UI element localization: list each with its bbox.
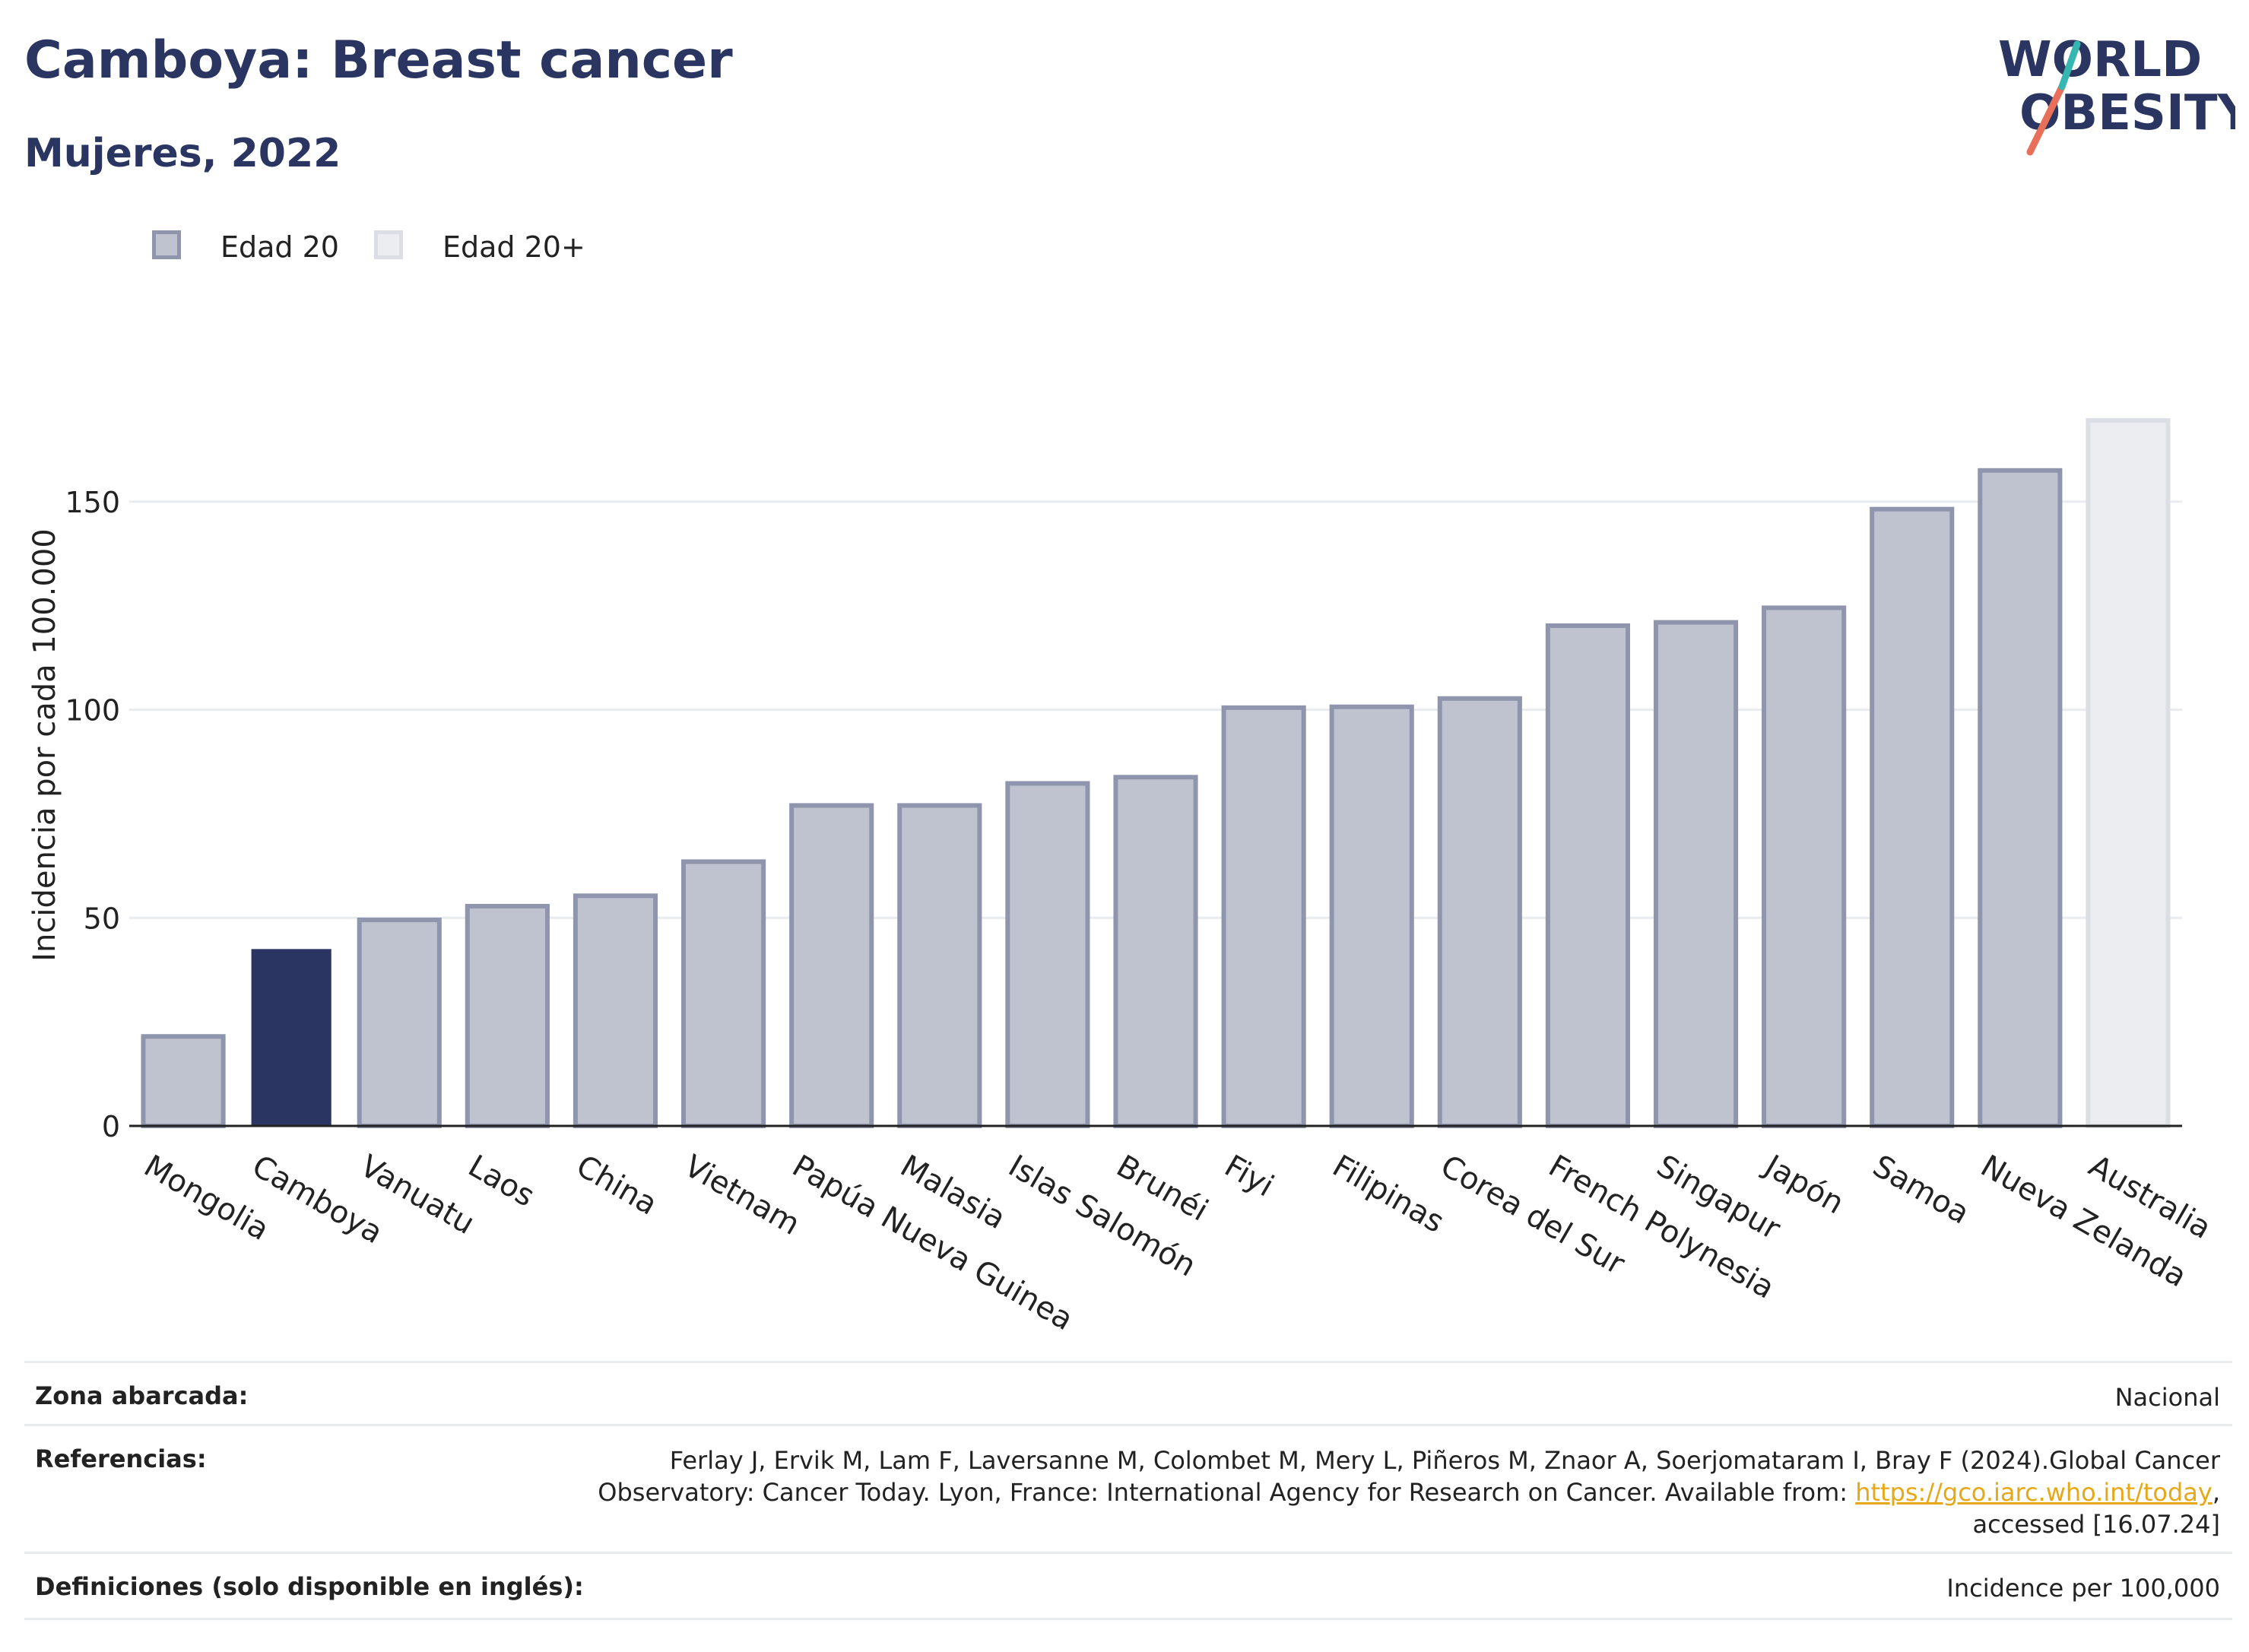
world-obesity-logo: WORLD OBESITY xyxy=(1998,32,2235,156)
logo-slash-lower xyxy=(2026,83,2066,156)
ref-link[interactable]: https://gco.iarc.who.int/today xyxy=(1855,1478,2213,1507)
bar-vietnam[interactable] xyxy=(681,859,766,1128)
bar-french-polynesia[interactable] xyxy=(1545,623,1631,1128)
legend-swatch-edad-20-plus xyxy=(374,230,403,259)
ref-line1: Ferlay J, Ervik M, Lam F, Laversanne M, … xyxy=(669,1446,2220,1475)
bar-brunei[interactable] xyxy=(1113,775,1198,1129)
bar-china[interactable] xyxy=(573,893,658,1128)
ref-line2-suffix: , xyxy=(2212,1478,2220,1507)
logo-slash-upper xyxy=(2058,40,2081,90)
y-tick-label-50: 50 xyxy=(84,902,120,935)
y-tick-label-100: 100 xyxy=(65,694,120,728)
bar-fiyi[interactable] xyxy=(1221,705,1306,1128)
bar-samoa[interactable] xyxy=(1870,506,1955,1128)
bar-islas-salomon[interactable] xyxy=(1005,781,1090,1129)
bar-japon[interactable] xyxy=(1762,605,1847,1128)
x-tick-label-fiyi: Fiyi xyxy=(1219,1149,1280,1204)
zona-value: Nacional xyxy=(2114,1383,2220,1412)
logo-line1: WORLD xyxy=(1998,32,2202,88)
x-tick-label-filipinas: Filipinas xyxy=(1327,1149,1450,1240)
y-tick-label-150: 150 xyxy=(65,486,120,519)
legend-swatch-edad-20 xyxy=(152,230,181,259)
definiciones-value: Incidence per 100,000 xyxy=(1946,1574,2220,1603)
y-axis-label: Incidencia por cada 100.000 xyxy=(27,528,62,962)
ref-line3: accessed [16.07.24] xyxy=(1972,1510,2220,1539)
referencias-value: Ferlay J, Ervik M, Lam F, Laversanne M, … xyxy=(598,1444,2220,1540)
bars xyxy=(141,418,2171,1129)
bar-australia[interactable] xyxy=(2086,418,2171,1128)
bar-singapur[interactable] xyxy=(1653,620,1739,1128)
bar-filipinas[interactable] xyxy=(1329,704,1414,1128)
chart-footer: Zona abarcada: Nacional Referencias: Fer… xyxy=(24,1361,2232,1620)
x-tick-label-china: China xyxy=(570,1149,663,1222)
x-tick-label-islas-salomon: Islas Salomón xyxy=(1002,1149,1201,1284)
footer-row-referencias: Referencias: Ferlay J, Ervik M, Lam F, L… xyxy=(24,1424,2232,1552)
chart-subtitle: Mujeres, 2022 xyxy=(24,131,341,176)
legend-label-edad-20: Edad 20 xyxy=(220,230,339,264)
bar-malasia[interactable] xyxy=(897,803,982,1128)
x-tick-label-laos: Laos xyxy=(462,1149,541,1214)
x-tick-label-samoa: Samoa xyxy=(1867,1149,1975,1232)
bar-laos[interactable] xyxy=(465,903,550,1129)
bar-nueva-zelanda[interactable] xyxy=(1978,468,2063,1128)
chart-title: Camboya: Breast cancer xyxy=(24,30,733,90)
x-tick-label-vietnam: Vietnam xyxy=(678,1149,805,1242)
referencias-label: Referencias: xyxy=(35,1444,207,1473)
y-tick-label-0: 0 xyxy=(102,1110,120,1143)
zona-label: Zona abarcada: xyxy=(35,1381,249,1410)
ref-line2-prefix: Observatory: Cancer Today. Lyon, France:… xyxy=(598,1478,1856,1507)
definiciones-label: Definiciones (solo disponible en inglés)… xyxy=(35,1572,584,1601)
x-tick-label-corea-del-sur: Corea del Sur xyxy=(1435,1149,1631,1283)
bar-corea-del-sur[interactable] xyxy=(1437,696,1522,1128)
bar-vanuatu[interactable] xyxy=(357,918,442,1128)
bar-camboya[interactable] xyxy=(251,949,331,1126)
footer-row-zona: Zona abarcada: Nacional xyxy=(24,1361,2232,1424)
bar-mongolia[interactable] xyxy=(141,1034,226,1128)
legend-label-edad-20-plus: Edad 20+ xyxy=(443,230,585,264)
bar-papua-nueva-guinea[interactable] xyxy=(789,803,874,1128)
footer-row-definiciones: Definiciones (solo disponible en inglés)… xyxy=(24,1552,2232,1620)
